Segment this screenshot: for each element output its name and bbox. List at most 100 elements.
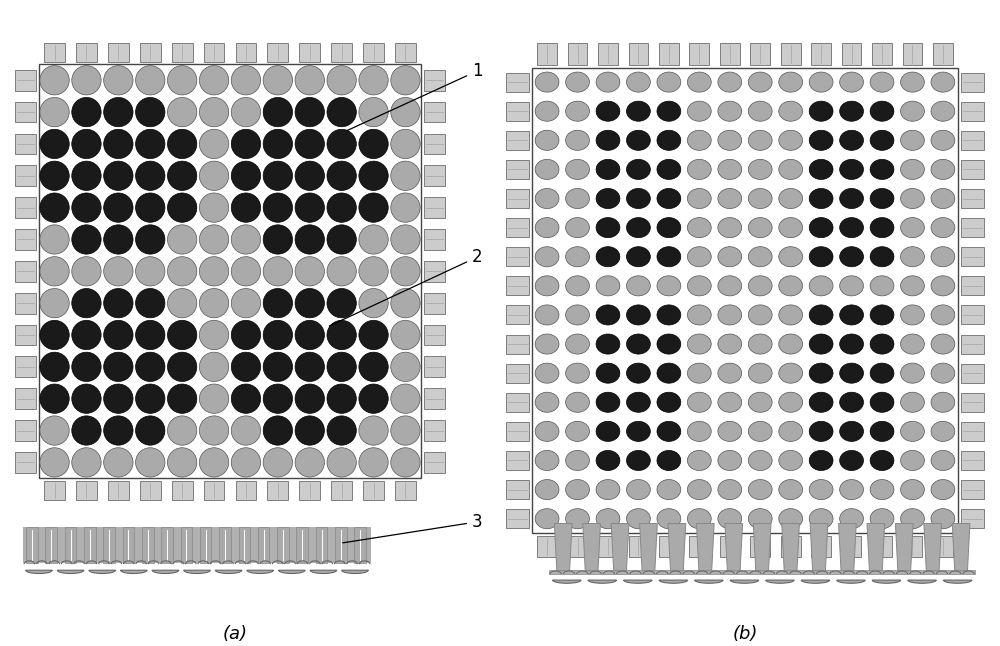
Ellipse shape (136, 193, 165, 222)
Ellipse shape (901, 450, 924, 470)
Bar (108, 481, 129, 500)
Ellipse shape (263, 256, 293, 286)
Ellipse shape (779, 392, 803, 412)
Bar (354, 527, 366, 563)
Bar (15, 388, 36, 409)
Ellipse shape (687, 276, 711, 296)
Wedge shape (943, 580, 972, 583)
Polygon shape (640, 523, 657, 571)
Ellipse shape (931, 479, 955, 499)
Ellipse shape (931, 247, 955, 267)
Bar (299, 43, 320, 62)
Bar (45, 527, 57, 563)
Ellipse shape (40, 193, 69, 222)
Ellipse shape (779, 160, 803, 180)
Bar (76, 481, 97, 500)
Ellipse shape (779, 101, 803, 121)
Ellipse shape (870, 101, 894, 121)
Bar (537, 536, 557, 557)
Ellipse shape (870, 479, 894, 499)
Ellipse shape (596, 72, 620, 92)
Ellipse shape (295, 193, 324, 222)
Ellipse shape (263, 225, 293, 254)
Bar (172, 43, 193, 62)
Ellipse shape (40, 320, 69, 349)
Ellipse shape (535, 421, 559, 441)
Ellipse shape (809, 392, 833, 412)
Ellipse shape (901, 392, 924, 412)
Ellipse shape (627, 334, 650, 354)
Bar (720, 536, 740, 557)
Bar (506, 480, 529, 499)
Ellipse shape (840, 363, 863, 383)
Bar (872, 536, 892, 557)
Ellipse shape (931, 508, 955, 528)
Bar (961, 276, 984, 295)
Bar (506, 393, 529, 412)
Ellipse shape (931, 421, 955, 441)
Ellipse shape (779, 189, 803, 209)
Bar (872, 43, 892, 65)
Ellipse shape (167, 129, 197, 159)
Bar (15, 102, 36, 123)
Ellipse shape (391, 384, 420, 413)
Bar (424, 165, 445, 186)
Bar (933, 536, 953, 557)
Bar (424, 325, 445, 346)
Ellipse shape (687, 101, 711, 121)
Bar (239, 527, 250, 563)
Ellipse shape (596, 276, 620, 296)
Ellipse shape (596, 479, 620, 499)
Wedge shape (766, 580, 794, 583)
Ellipse shape (840, 189, 863, 209)
Ellipse shape (748, 189, 772, 209)
Ellipse shape (809, 508, 833, 528)
Polygon shape (611, 523, 629, 571)
Bar (568, 43, 587, 65)
Bar (506, 451, 529, 470)
Ellipse shape (72, 161, 101, 191)
Ellipse shape (167, 98, 197, 127)
Ellipse shape (718, 363, 742, 383)
Text: (a): (a) (222, 625, 248, 643)
Ellipse shape (870, 130, 894, 151)
Ellipse shape (199, 289, 229, 318)
Bar (842, 536, 861, 557)
Ellipse shape (199, 256, 229, 286)
Ellipse shape (748, 160, 772, 180)
Wedge shape (184, 570, 210, 574)
Ellipse shape (596, 421, 620, 441)
Ellipse shape (199, 448, 229, 477)
Bar (65, 527, 76, 563)
Ellipse shape (779, 450, 803, 470)
Bar (961, 335, 984, 353)
Polygon shape (867, 523, 885, 571)
Ellipse shape (263, 129, 293, 159)
Bar (961, 218, 984, 237)
Ellipse shape (901, 247, 924, 267)
Bar (23, 527, 371, 563)
Ellipse shape (327, 416, 356, 445)
Ellipse shape (359, 256, 388, 286)
Wedge shape (342, 570, 368, 574)
Ellipse shape (901, 421, 924, 441)
Bar (161, 527, 173, 563)
Ellipse shape (687, 450, 711, 470)
Ellipse shape (72, 320, 101, 349)
Ellipse shape (199, 98, 229, 127)
Bar (689, 43, 709, 65)
Bar (108, 43, 129, 62)
Ellipse shape (40, 98, 69, 127)
Bar (44, 43, 65, 62)
Ellipse shape (931, 101, 955, 121)
Wedge shape (908, 580, 936, 583)
Bar (424, 70, 445, 90)
Ellipse shape (809, 189, 833, 209)
Ellipse shape (72, 129, 101, 159)
Ellipse shape (566, 160, 589, 180)
Ellipse shape (566, 334, 589, 354)
Ellipse shape (359, 161, 388, 191)
Ellipse shape (295, 225, 324, 254)
Ellipse shape (295, 129, 324, 159)
Bar (811, 43, 831, 65)
